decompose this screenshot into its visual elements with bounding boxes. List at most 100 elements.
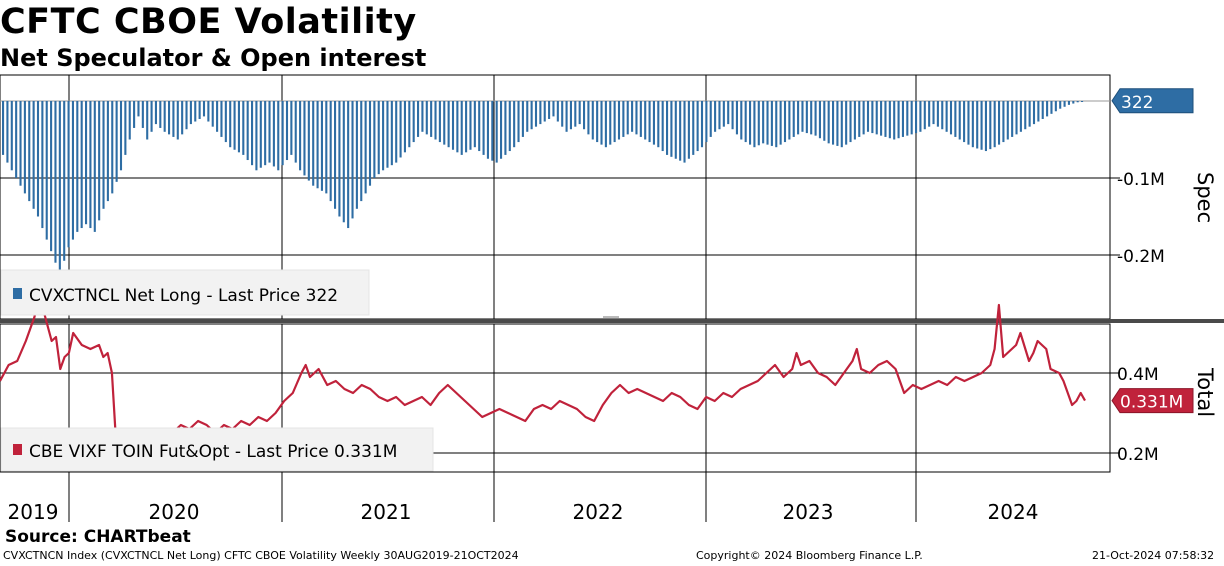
net-long-bar	[1081, 101, 1084, 102]
net-long-bar	[307, 101, 310, 181]
net-long-bar	[364, 101, 367, 194]
net-long-bar	[251, 101, 254, 166]
net-long-bar	[556, 101, 559, 122]
net-long-bar	[1019, 101, 1022, 132]
net-long-bar	[648, 101, 651, 143]
net-long-bar	[718, 101, 721, 130]
net-long-bar	[259, 101, 262, 168]
net-long-bar	[578, 101, 581, 125]
net-long-bar	[521, 101, 524, 137]
net-long-bar	[403, 101, 406, 153]
panel-divider	[0, 319, 1224, 323]
net-long-bar	[967, 101, 970, 145]
net-long-bar	[71, 101, 74, 240]
net-long-bar	[1072, 101, 1075, 104]
net-long-bar	[617, 101, 621, 140]
net-long-bar	[993, 101, 996, 148]
net-long-bar	[80, 101, 83, 229]
net-long-bar	[430, 101, 433, 137]
top-legend-label: CVXCTNCL Net Long - Last Price 322	[29, 286, 338, 306]
net-long-bar	[757, 101, 760, 146]
net-long-bar	[93, 101, 96, 232]
x-year-label: 2024	[988, 500, 1039, 524]
net-long-bar	[189, 101, 192, 125]
net-long-bar	[2, 101, 5, 155]
net-long-bar	[137, 101, 140, 117]
net-long-bar	[329, 101, 332, 202]
net-long-bar	[517, 101, 520, 143]
net-long-bar	[836, 101, 839, 146]
net-long-bar	[119, 101, 123, 171]
net-long-bar	[801, 101, 804, 132]
net-long-bar	[128, 101, 131, 140]
net-long-bar	[255, 101, 258, 171]
net-long-bar	[504, 101, 507, 155]
net-long-bar	[272, 101, 275, 167]
net-long-bar	[845, 101, 848, 145]
net-long-bar	[163, 101, 166, 132]
net-long-bar	[884, 101, 887, 137]
net-long-bar	[58, 101, 61, 275]
x-year-label: 2021	[361, 500, 412, 524]
net-long-bar	[609, 101, 612, 145]
net-long-bar	[644, 101, 647, 140]
net-long-bar	[770, 101, 773, 146]
net-long-bar	[587, 101, 590, 135]
net-long-bar	[102, 101, 105, 209]
net-long-bar	[368, 101, 372, 186]
net-long-bar	[639, 101, 642, 137]
net-long-bar	[779, 101, 782, 145]
net-long-bar	[98, 101, 101, 221]
net-long-bar	[880, 101, 883, 136]
net-long-bar	[805, 101, 808, 134]
x-year-label: 2019	[8, 500, 59, 524]
net-long-bar	[508, 101, 511, 152]
net-long-bar	[176, 101, 179, 140]
net-long-bar	[6, 101, 9, 163]
net-long-bar	[224, 101, 227, 143]
net-long-bar	[500, 101, 503, 159]
net-long-bar	[818, 101, 821, 139]
net-long-bar	[299, 101, 302, 171]
net-long-bar	[1006, 101, 1009, 140]
net-long-bar	[50, 101, 53, 252]
net-long-bar	[194, 101, 197, 122]
net-long-bar	[998, 101, 1001, 145]
net-long-bar	[281, 101, 284, 166]
top-last-value-label: 322	[1121, 93, 1153, 113]
net-long-bar	[635, 101, 638, 135]
panel-divider-grip	[603, 316, 619, 318]
net-long-bar	[709, 101, 712, 137]
net-long-bar	[513, 101, 516, 148]
net-long-bar	[312, 101, 315, 186]
net-long-bar	[526, 101, 529, 132]
net-long-bar	[185, 101, 188, 130]
net-long-bar	[871, 101, 874, 134]
net-long-bar	[45, 101, 48, 240]
net-long-bar	[408, 101, 411, 148]
net-long-bar	[788, 101, 791, 140]
net-long-bar	[766, 101, 769, 145]
net-long-bar	[932, 101, 935, 125]
net-long-bar	[1015, 101, 1018, 135]
net-long-bar	[172, 101, 175, 137]
top-legend-swatch	[13, 288, 22, 299]
net-long-bar	[303, 101, 306, 176]
net-long-bar	[277, 101, 280, 171]
net-long-bar	[936, 101, 939, 127]
net-long-bar	[652, 101, 655, 145]
net-long-bar	[76, 101, 79, 232]
net-long-bar	[543, 101, 546, 122]
net-long-bar	[591, 101, 594, 140]
net-long-bar	[36, 101, 40, 217]
net-long-bar	[23, 101, 26, 194]
net-long-bar	[1024, 101, 1027, 130]
net-long-bar	[115, 101, 118, 182]
net-long-bar	[901, 101, 904, 137]
net-long-bar	[85, 101, 88, 225]
net-long-bar	[762, 101, 765, 144]
net-long-bar	[674, 101, 677, 159]
net-long-bar	[1032, 101, 1036, 125]
net-long-bar	[465, 101, 468, 153]
net-long-bar	[1028, 101, 1031, 127]
